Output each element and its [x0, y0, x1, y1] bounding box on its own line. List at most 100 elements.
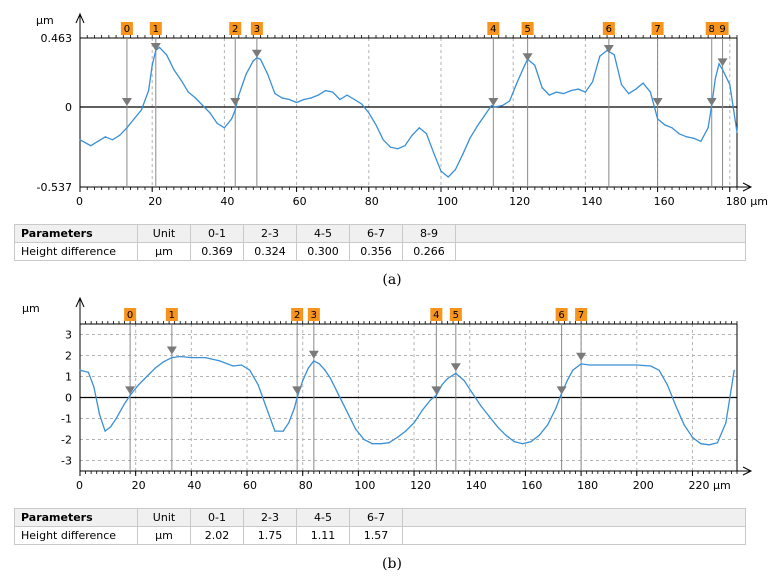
profile-point	[232, 365, 234, 367]
profile-point	[104, 136, 106, 138]
profile-point	[397, 148, 399, 150]
profile-point	[580, 363, 582, 365]
profile-point	[257, 384, 259, 386]
profile-point	[234, 109, 236, 111]
profile-point	[447, 176, 449, 178]
profile-point	[505, 434, 507, 436]
profile-point	[497, 426, 499, 428]
profile-point	[151, 64, 153, 66]
profile-point	[620, 84, 623, 86]
profile-point	[599, 55, 601, 57]
x-tick-label: 100	[354, 479, 375, 492]
profile-point	[296, 396, 298, 399]
profile-point	[494, 106, 496, 108]
profile-point	[547, 424, 549, 426]
y-tick-label: 1	[65, 371, 72, 384]
profile-point	[355, 428, 357, 430]
marker-label-box	[430, 308, 443, 321]
profile-point	[256, 57, 258, 59]
profile-point	[675, 405, 677, 407]
marker-label-box	[651, 22, 664, 35]
profile-point	[307, 367, 309, 369]
profile-point	[288, 422, 290, 424]
profile-point	[296, 101, 298, 104]
table-header-row: Parameters Unit 0-1 2-3 4-5 6-7 8-9	[14, 224, 746, 243]
profile-point	[691, 436, 694, 438]
x-tick-label: 140	[581, 195, 602, 208]
x-tick-label: 80	[365, 195, 379, 208]
x-tick-label: 0	[76, 479, 83, 492]
row-value: 0.300	[296, 242, 350, 261]
profile-point	[223, 127, 225, 129]
profile-point	[140, 109, 142, 111]
x-tick-label: 120	[410, 479, 431, 492]
profile-point	[658, 369, 660, 371]
marker-arrow	[431, 386, 442, 395]
marker-arrow	[652, 97, 663, 106]
profile-point	[413, 422, 415, 424]
profile-point	[98, 413, 101, 415]
profile-point	[454, 169, 456, 171]
profile-point	[588, 364, 591, 366]
profile-point	[104, 430, 106, 432]
row-value: 1.75	[243, 526, 297, 545]
profile-point	[534, 64, 536, 66]
marker-label-box	[575, 308, 588, 321]
marker-label: 7	[578, 310, 584, 321]
profile-point	[430, 399, 432, 401]
profile-point	[126, 127, 128, 129]
profile-point	[310, 97, 312, 99]
x-tick-label: 0	[76, 195, 83, 208]
profile-point	[148, 90, 150, 92]
profile-point	[597, 364, 599, 366]
marker-label-box	[602, 22, 615, 35]
profile-point	[288, 98, 290, 101]
header-pair: 4-5	[296, 224, 350, 243]
profile-point	[259, 58, 262, 60]
profile-point	[440, 170, 442, 172]
table-row: Height difference µm 0.369 0.324 0.300 0…	[14, 242, 746, 261]
profile-point	[490, 104, 493, 107]
profile-point	[635, 88, 637, 90]
x-tick-label: 40	[220, 195, 234, 208]
table-filler	[402, 526, 746, 545]
profile-point	[137, 384, 140, 386]
profile-point	[683, 424, 685, 426]
profile-point	[404, 145, 406, 147]
x-tick-label: 200	[633, 479, 654, 492]
profile-point	[693, 137, 695, 139]
profile-line	[79, 46, 738, 178]
profile-point	[657, 118, 659, 120]
profile-point	[282, 430, 284, 432]
profile-point	[566, 380, 568, 382]
header-pair: 2-3	[243, 508, 297, 527]
profile-point	[202, 104, 204, 107]
x-tick-label: 180 µm	[726, 195, 768, 208]
profile-point	[722, 69, 724, 71]
profile-point	[371, 443, 373, 445]
profile-point	[455, 372, 457, 374]
profile-point	[87, 371, 89, 373]
profile-point	[707, 127, 709, 129]
x-tick-label: 20	[148, 195, 162, 208]
profile-point	[636, 364, 638, 366]
table-filler	[455, 224, 746, 243]
profile-point	[158, 46, 160, 49]
x-tick-label: 80	[299, 479, 313, 492]
marker-label: 2	[294, 310, 300, 321]
marker-label: 8	[709, 24, 715, 35]
marker-label: 5	[453, 310, 459, 321]
header-unit: Unit	[137, 508, 191, 527]
marker-label: 0	[127, 310, 133, 321]
marker-label-box	[487, 22, 500, 35]
marker-arrow	[121, 97, 132, 106]
profile-point	[700, 443, 702, 445]
profile-point	[563, 93, 565, 95]
series-b	[79, 355, 735, 446]
profile-point	[421, 409, 423, 411]
profile-point	[714, 78, 716, 80]
profile-point	[166, 54, 168, 56]
x-tick-label: 160	[521, 479, 542, 492]
profile-point	[361, 103, 363, 105]
